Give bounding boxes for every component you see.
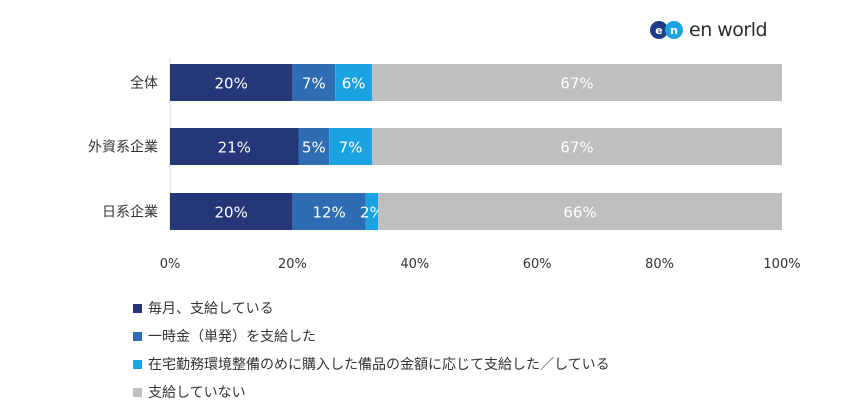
legend-swatch xyxy=(133,359,142,369)
legend-swatch xyxy=(133,387,142,397)
category-label: 全体 xyxy=(130,75,158,92)
logo-mark-n: n xyxy=(665,21,683,39)
x-tick-label: 0% xyxy=(160,257,181,272)
data-label: 20% xyxy=(215,75,248,93)
bar-segment xyxy=(371,128,782,165)
bar-segment xyxy=(170,64,293,101)
data-label: 2% xyxy=(360,204,384,222)
data-label: 7% xyxy=(339,139,363,157)
bar-segment xyxy=(329,128,372,165)
legend-swatch xyxy=(133,331,142,341)
x-tick-label: 20% xyxy=(278,257,307,272)
data-label: 7% xyxy=(302,75,326,93)
data-label: 66% xyxy=(563,204,596,222)
legend-item: 在宅勤務環境整備のめに購入した備品の金額に応じて支給した／している xyxy=(133,350,610,378)
bar-segment xyxy=(371,64,782,101)
data-label: 21% xyxy=(218,139,251,157)
en-world-logo: e n en world xyxy=(650,14,768,46)
bar-segment xyxy=(292,64,336,101)
bar-segment xyxy=(335,64,372,101)
bar-segment xyxy=(170,193,293,230)
legend-item: 一時金（単発）を支給した xyxy=(133,322,610,350)
data-label: 20% xyxy=(215,204,248,222)
bar-segment xyxy=(378,193,782,230)
data-label: 67% xyxy=(560,139,593,157)
legend-item: 支給していない xyxy=(133,378,610,406)
data-label: 12% xyxy=(312,204,345,222)
data-label: 67% xyxy=(560,75,593,93)
data-label: 6% xyxy=(342,75,366,93)
legend-swatch xyxy=(133,303,142,313)
logo-mark: e n xyxy=(650,21,683,39)
category-label: 外資系企業 xyxy=(88,139,158,156)
category-label: 日系企業 xyxy=(102,204,158,221)
logo-mark-e: e xyxy=(650,21,668,39)
x-tick-label: 80% xyxy=(645,257,674,272)
legend-label: 一時金（単発）を支給した xyxy=(148,329,316,345)
x-tick-label: 40% xyxy=(400,257,429,272)
x-tick-label: 100% xyxy=(763,257,800,272)
legend-label: 在宅勤務環境整備のめに購入した備品の金額に応じて支給した／している xyxy=(148,357,610,373)
bar-segment xyxy=(170,128,299,165)
chart-legend: 毎月、支給している一時金（単発）を支給した在宅勤務環境整備のめに購入した備品の金… xyxy=(133,294,610,406)
legend-item: 毎月、支給している xyxy=(133,294,610,322)
legend-label: 支給していない xyxy=(148,385,246,401)
bar-segment xyxy=(292,193,366,230)
x-tick-label: 60% xyxy=(523,257,552,272)
legend-label: 毎月、支給している xyxy=(148,301,274,317)
bar-segment xyxy=(298,128,330,165)
data-label: 5% xyxy=(302,139,326,157)
logo-text: en world xyxy=(689,19,768,41)
bar-segment xyxy=(365,193,379,230)
